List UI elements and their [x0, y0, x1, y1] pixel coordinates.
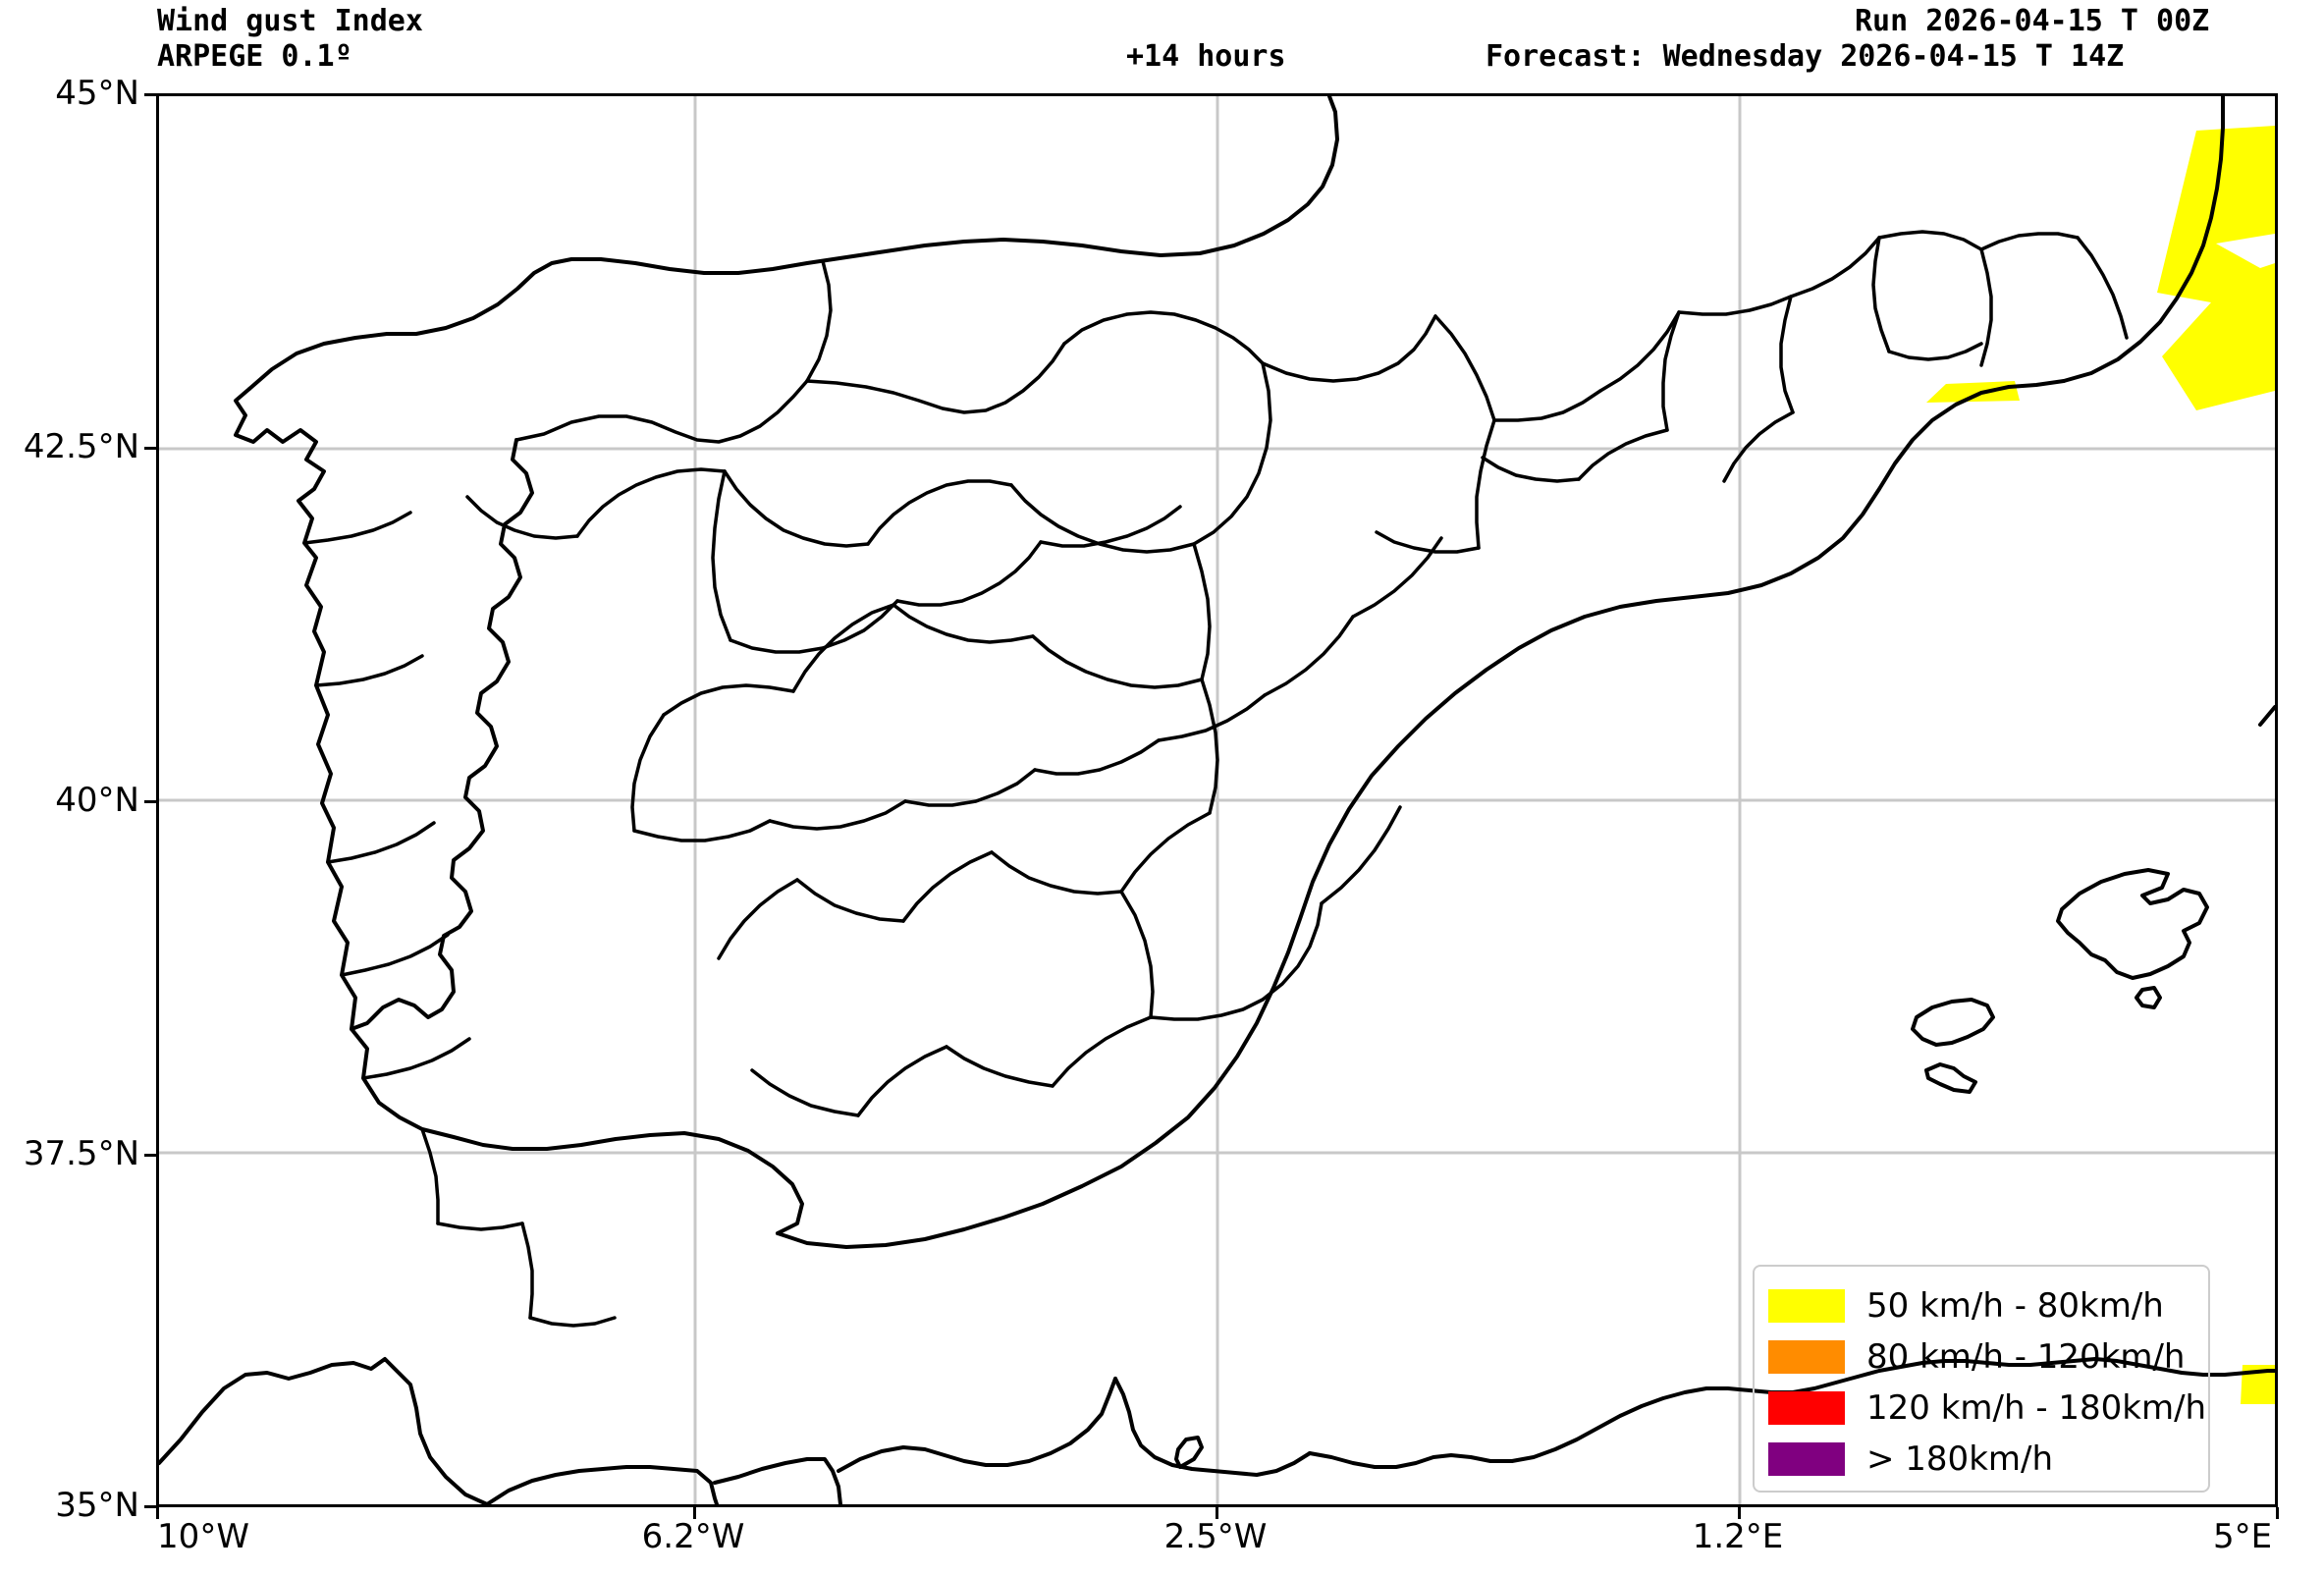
y-tickmark [144, 1154, 156, 1157]
legend-item: 120 km/h - 180km/h [1768, 1383, 2208, 1434]
page-title: Wind gust Index [157, 4, 423, 38]
map-svg [159, 96, 2275, 1504]
y-tickmark [144, 93, 156, 96]
model-label: ARPEGE 0.1º [157, 39, 352, 74]
gust-band-yellow-catalonia [1926, 381, 2020, 403]
legend-swatch-yellow [1768, 1289, 1845, 1323]
lead-time-label: +14 hours [1126, 39, 1286, 74]
legend-item: 50 km/h - 80km/h [1768, 1280, 2208, 1331]
legend-swatch-purple [1768, 1442, 1845, 1476]
x-tickmark [693, 1507, 696, 1519]
x-tickmark [2276, 1507, 2279, 1519]
x-axis-tick-label: 1.2°E [1692, 1517, 1784, 1556]
legend-label: 50 km/h - 80km/h [1866, 1286, 2164, 1326]
y-axis-tick-label: 37.5°N [23, 1134, 139, 1173]
x-axis-tick-label: 10°W [157, 1517, 249, 1556]
y-axis-tick-label: 45°N [55, 74, 139, 113]
legend-swatch-orange [1768, 1340, 1845, 1374]
legend-label: 80 km/h - 120km/h [1866, 1337, 2186, 1377]
legend-item: > 180km/h [1768, 1434, 2208, 1485]
x-tickmark [1738, 1507, 1741, 1519]
legend-item: 80 km/h - 120km/h [1768, 1331, 2208, 1383]
y-axis-tick-label: 42.5°N [23, 427, 139, 466]
x-axis-tick-label: 5°E [2212, 1517, 2273, 1556]
wind-gust-legend: 50 km/h - 80km/h 80 km/h - 120km/h 120 k… [1753, 1265, 2210, 1493]
legend-label: 120 km/h - 180km/h [1866, 1388, 2207, 1428]
x-axis-tick-label: 2.5°W [1163, 1517, 1268, 1556]
legend-swatch-red [1768, 1391, 1845, 1425]
x-axis-tick-label: 6.2°W [641, 1517, 745, 1556]
map-plot-area [156, 93, 2278, 1507]
forecast-valid-label: Forecast: Wednesday 2026-04-15 T 14Z [1486, 39, 2125, 74]
run-timestamp-label: Run 2026-04-15 T 00Z [1855, 4, 2210, 38]
x-tickmark [1216, 1507, 1218, 1519]
y-tickmark [144, 447, 156, 450]
wind-gust-shaded-regions [1926, 126, 2275, 1404]
gust-band-yellow-pyrenees [2157, 126, 2275, 410]
gust-band-yellow-algeria [2241, 1365, 2275, 1404]
y-axis-tick-label: 35°N [55, 1486, 139, 1525]
y-axis-tick-label: 40°N [55, 781, 139, 820]
legend-label: > 180km/h [1866, 1439, 2054, 1479]
y-tickmark [144, 800, 156, 803]
coastlines-and-borders [159, 96, 2275, 1504]
y-tickmark [144, 1505, 156, 1508]
x-tickmark [156, 1507, 159, 1519]
